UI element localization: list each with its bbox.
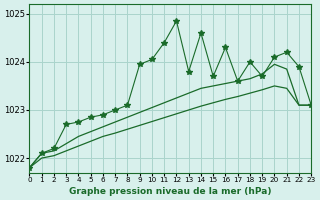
X-axis label: Graphe pression niveau de la mer (hPa): Graphe pression niveau de la mer (hPa) [69, 187, 272, 196]
